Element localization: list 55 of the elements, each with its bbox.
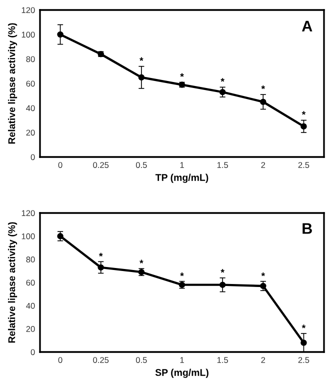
x-tick-label: 0.5 bbox=[136, 162, 147, 168]
y-tick-label: 20 bbox=[26, 130, 35, 136]
point bbox=[57, 31, 64, 38]
y-tick-label: 20 bbox=[26, 326, 35, 332]
annotation: B bbox=[302, 223, 312, 234]
y-tick-label: 80 bbox=[26, 56, 35, 62]
point bbox=[300, 340, 307, 346]
y-tick-label: 40 bbox=[26, 302, 35, 309]
annotation: * bbox=[180, 73, 184, 77]
annotation: * bbox=[220, 269, 224, 273]
annotation: * bbox=[140, 57, 144, 61]
y-tick-label: 100 bbox=[22, 32, 35, 38]
x-tick-label: 2 bbox=[261, 162, 266, 168]
x-axis-title: SP (mg/mL) bbox=[155, 368, 208, 378]
x-tick-label: 2.5 bbox=[298, 162, 310, 168]
x-tick-label: 1.5 bbox=[217, 162, 228, 168]
annotation: * bbox=[220, 78, 224, 82]
y-tick-label: 0 bbox=[30, 349, 35, 356]
annotation: * bbox=[140, 260, 144, 264]
x-tick-label: 2 bbox=[261, 357, 266, 363]
point bbox=[260, 98, 266, 105]
x-tick-label: 0.25 bbox=[93, 162, 109, 168]
point bbox=[219, 88, 226, 96]
y-axis-title: Relative lipase activity (%) bbox=[8, 23, 18, 144]
y-tick-label: 60 bbox=[26, 80, 35, 87]
x-axis-title: TP (mg/mL) bbox=[155, 174, 208, 183]
annotation: * bbox=[302, 324, 306, 328]
x-tick-label: 0 bbox=[58, 357, 62, 363]
annotation: * bbox=[98, 252, 103, 256]
point bbox=[98, 264, 104, 271]
y-tick-label: 40 bbox=[26, 105, 35, 112]
x-tick-label: 0.25 bbox=[93, 357, 109, 363]
annotation: * bbox=[302, 111, 306, 115]
point bbox=[260, 282, 266, 290]
y-tick-label: 0 bbox=[30, 154, 35, 160]
annotation: * bbox=[180, 272, 184, 276]
x-tick-label: 1 bbox=[180, 357, 184, 363]
y-tick-label: 100 bbox=[22, 233, 35, 240]
y-tick-label: 120 bbox=[22, 7, 35, 14]
point bbox=[219, 282, 226, 288]
x-tick-label: 0.5 bbox=[136, 357, 147, 363]
annotation: * bbox=[261, 85, 266, 90]
y-axis-title: Relative lipase activity (%) bbox=[8, 222, 18, 343]
y-tick-label: 80 bbox=[26, 256, 35, 262]
x-tick-label: 2.5 bbox=[298, 357, 310, 363]
x-tick-label: 1.5 bbox=[217, 357, 228, 363]
point bbox=[138, 74, 145, 80]
x-tick-label: 1 bbox=[180, 162, 184, 168]
annotation: * bbox=[261, 272, 266, 276]
y-tick-label: 60 bbox=[26, 280, 35, 286]
point bbox=[300, 123, 307, 130]
x-tick-label: 0 bbox=[58, 162, 62, 168]
y-tick-label: 120 bbox=[22, 210, 35, 216]
annotation: A bbox=[302, 20, 312, 32]
point bbox=[57, 233, 64, 240]
